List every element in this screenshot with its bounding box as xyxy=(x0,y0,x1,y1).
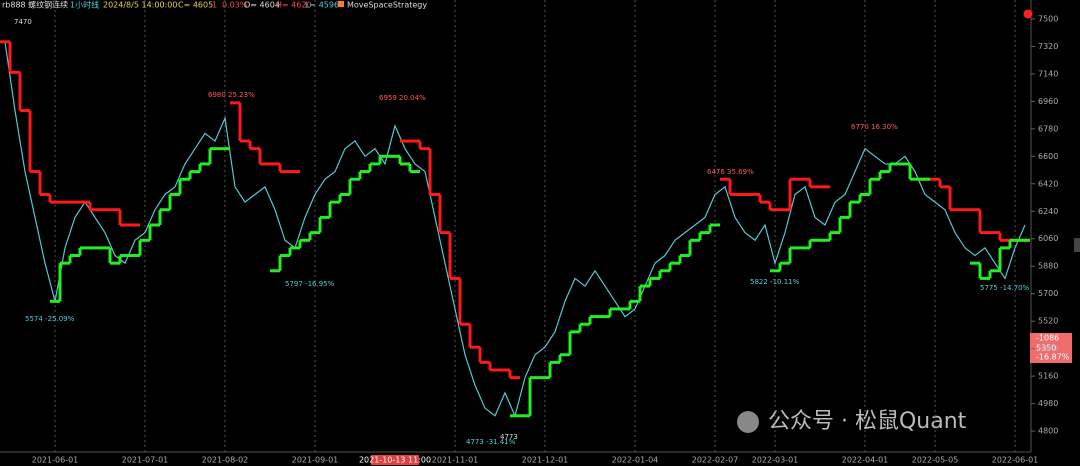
open: O= 4604 xyxy=(244,1,280,10)
y-tick-label: 6060 xyxy=(1038,234,1058,243)
low: L= 4596 xyxy=(305,1,339,10)
x-tick-label: 2021-12-01 xyxy=(522,456,569,465)
y-tick-label: 6780 xyxy=(1038,124,1058,133)
annotation: 6959 20.04% xyxy=(379,94,426,102)
alert-icon[interactable] xyxy=(1023,9,1033,19)
y-tick-label: 4980 xyxy=(1038,399,1058,408)
y-tick-label: 6600 xyxy=(1038,152,1058,161)
legend-swatch xyxy=(338,1,344,7)
symbol: rb888 螺纹钢连续 xyxy=(2,0,68,10)
wechat-icon xyxy=(737,411,759,433)
annotation: 7470 xyxy=(14,18,32,26)
price-box-text: 5350 xyxy=(1036,344,1056,353)
y-tick-label: 7320 xyxy=(1038,42,1058,51)
annotation: 5574 -25.09% xyxy=(25,315,75,323)
strategy: MoveSpaceStrategy xyxy=(347,1,427,10)
y-tick-label: 5520 xyxy=(1038,317,1058,326)
x-tick-label: 2022-06-01 xyxy=(992,456,1039,465)
y-tick-label: 6240 xyxy=(1038,207,1058,216)
change: 1 xyxy=(212,1,217,10)
cursor-label: 2021-10-13 11:00 xyxy=(359,456,431,465)
x-tick-label: 2021-07-01 xyxy=(122,456,169,465)
high: H= 4620 xyxy=(276,1,312,10)
price-box-text: -16.87% xyxy=(1036,353,1070,362)
x-tick-label: 2022-01-04 xyxy=(612,456,659,465)
close: C= 4605 xyxy=(178,1,213,10)
watermark: 公众号 · 松鼠Quant xyxy=(768,409,967,434)
scroll-handle[interactable] xyxy=(1074,238,1080,252)
y-tick-label: 5700 xyxy=(1038,289,1058,298)
price-box-text: -1086 xyxy=(1036,334,1059,343)
annotation: 4773 -31.41% xyxy=(466,438,516,446)
annotation: 5775 -14.70% xyxy=(980,284,1030,292)
annotation: 4773 xyxy=(500,433,518,441)
y-tick-label: 5880 xyxy=(1038,262,1058,271)
x-tick-label: 2022-02-07 xyxy=(692,456,739,465)
price-box xyxy=(1030,333,1072,363)
y-tick-label: 4800 xyxy=(1038,427,1058,436)
x-tick-label: 2021-06-01 xyxy=(32,456,79,465)
datetime: 2024/8/5 14:00:00 xyxy=(103,1,177,10)
x-tick-label: 2021-08-02 xyxy=(202,456,249,465)
x-tick-label: 2022-04-01 xyxy=(842,456,889,465)
annotation: 6980 25.23% xyxy=(208,91,255,99)
y-tick-label: 5340 xyxy=(1038,344,1058,353)
y-tick-label: 6420 xyxy=(1038,179,1058,188)
x-tick-label: 2021-11-01 xyxy=(432,456,479,465)
y-tick-label: 6960 xyxy=(1038,97,1058,106)
annotation: 6476 35.69% xyxy=(707,168,754,176)
annotation: 5797 -16.95% xyxy=(285,280,335,288)
y-tick-label: 5160 xyxy=(1038,372,1058,381)
y-tick-label: 7140 xyxy=(1038,69,1058,78)
y-tick-label: 7500 xyxy=(1038,14,1058,23)
x-tick-label: 2021-09-01 xyxy=(292,456,339,465)
cursor-label-bg xyxy=(371,455,419,465)
x-tick-label: 2022-05-05 xyxy=(912,456,959,465)
change-pct: 0.03% xyxy=(222,1,248,10)
annotation: 6770 16.30% xyxy=(851,123,898,131)
x-tick-label: 2022-03-01 xyxy=(752,456,799,465)
period: 1小时线 xyxy=(70,0,99,10)
annotation: 5822 -10.11% xyxy=(750,278,800,286)
